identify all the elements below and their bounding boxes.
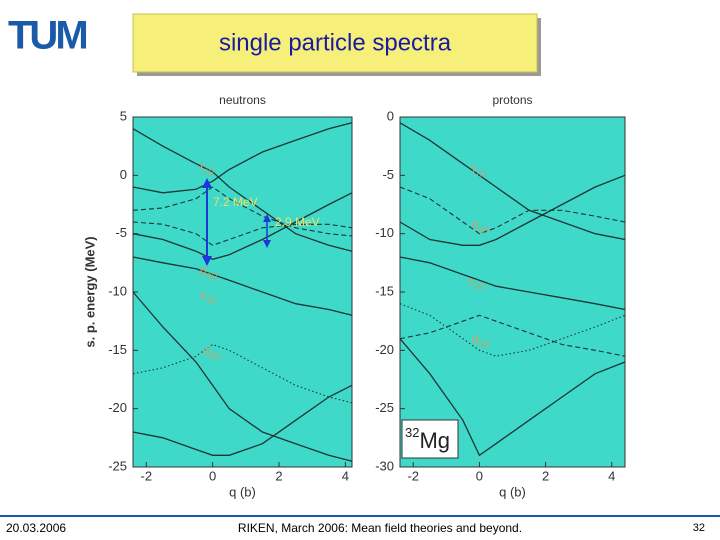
x-tick-label: -2: [140, 468, 152, 483]
panel-title: neutrons: [219, 93, 266, 107]
annotation: d3/2: [472, 218, 490, 235]
y-tick-label: -25: [108, 458, 127, 473]
x-axis-label: q (b): [229, 484, 256, 499]
title-box: [132, 13, 538, 73]
level-line: [399, 314, 626, 357]
y-tick-label: -20: [108, 400, 127, 415]
y-tick-label: -10: [375, 225, 394, 240]
nucleus-box: [401, 419, 459, 459]
annotation: d3/2: [200, 264, 218, 281]
annotation-text: d: [200, 264, 207, 278]
level-line: [399, 256, 626, 311]
level-line: [399, 186, 626, 235]
level-line: [132, 256, 353, 316]
level-line: [132, 221, 353, 246]
level-line: [132, 128, 353, 252]
annotation-sub: 7/2: [203, 168, 215, 177]
level-line: [399, 174, 626, 246]
annotation-sub: 5/2: [479, 340, 491, 349]
y-tick-label: -10: [108, 283, 127, 298]
arrow-head: [263, 214, 271, 248]
x-tick-label: 2: [275, 468, 282, 483]
y-tick-label: -25: [375, 400, 394, 415]
annotation: s1/2: [468, 274, 486, 291]
annotation-sub: 3/2: [207, 272, 219, 281]
annotation: 2.9 MeV: [275, 215, 320, 229]
level-line: [132, 192, 353, 260]
level-line: [132, 122, 353, 194]
nucleus-mass: 32: [405, 425, 419, 440]
footer-text: RIKEN, March 2006: Mean field theories a…: [238, 521, 522, 535]
x-axis-label: q (b): [499, 484, 526, 499]
annotation-sub: 1/2: [474, 282, 486, 291]
annotation: d5/2: [472, 332, 490, 349]
plot-area: [399, 116, 626, 468]
annotation-text: d: [472, 218, 479, 232]
arrow-head: [202, 178, 212, 266]
plot-area: [132, 116, 353, 468]
annotation: f7/2: [472, 162, 487, 179]
y-tick-label: 0: [387, 108, 394, 123]
level-line: [399, 303, 626, 357]
y-axis-label: s. p. energy (MeV): [82, 236, 97, 347]
y-tick-label: 0: [120, 167, 127, 182]
annotation-sub: 5/2: [210, 352, 222, 361]
x-tick-label: 4: [608, 468, 615, 483]
annotation: s1/2: [200, 288, 218, 305]
y-tick-label: -5: [382, 167, 394, 182]
y-tick-label: -15: [108, 342, 127, 357]
y-tick-label: -30: [375, 458, 394, 473]
annotation-text: 2.9 MeV: [275, 215, 320, 229]
annotation-sub: 3/2: [479, 226, 491, 235]
nucleus-symbol: Mg: [419, 428, 450, 453]
x-tick-label: 2: [542, 468, 549, 483]
x-tick-label: 0: [476, 468, 483, 483]
x-tick-label: 0: [209, 468, 216, 483]
x-tick-label: 4: [342, 468, 349, 483]
annotation: 7.2 MeV: [213, 195, 258, 209]
y-tick-label: -20: [375, 342, 394, 357]
level-line: [132, 291, 353, 462]
y-tick-label: 5: [120, 108, 127, 123]
level-line: [399, 122, 626, 241]
page-number: 32: [693, 522, 705, 534]
x-tick-label: -2: [407, 468, 419, 483]
annotation-sub: 1/2: [206, 296, 218, 305]
annotation-text: s: [200, 288, 206, 302]
level-line: [132, 384, 353, 456]
logo: TUM: [8, 14, 86, 58]
footer-date: 20.03.2006: [6, 521, 66, 535]
annotation-text: d: [203, 344, 210, 358]
y-tick-label: -15: [375, 283, 394, 298]
y-tick-label: -5: [115, 225, 127, 240]
annotation-text: f: [472, 162, 476, 176]
annotation-sub: 7/2: [475, 170, 487, 179]
nucleus-label: 32Mg: [405, 425, 450, 452]
annotation: d5/2: [203, 344, 221, 361]
annotation-text: s: [468, 274, 474, 288]
level-line: [399, 338, 626, 457]
panel-title: protons: [492, 93, 532, 107]
annotation-text: d: [472, 332, 479, 346]
annotation-text: 7.2 MeV: [213, 195, 258, 209]
slide-title: single particle spectra: [219, 29, 452, 56]
level-line: [132, 186, 353, 237]
annotation-text: f: [200, 160, 204, 174]
annotation: f7/2: [200, 160, 215, 177]
